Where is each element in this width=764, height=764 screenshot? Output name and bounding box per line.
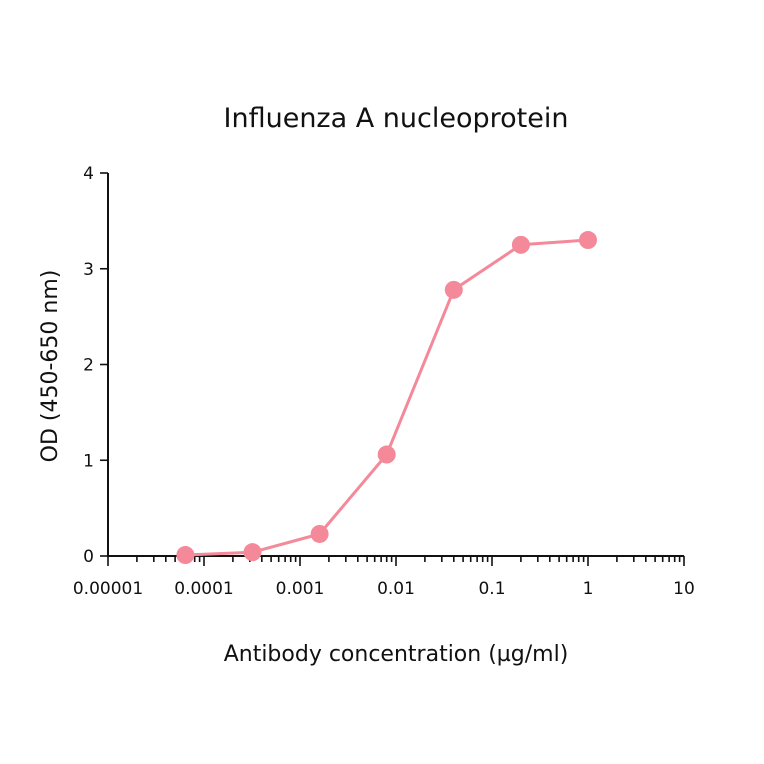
x-axis-label: Antibody concentration (µg/ml) bbox=[224, 642, 569, 667]
data-point bbox=[176, 546, 195, 565]
data-point bbox=[243, 543, 262, 562]
y-tick-label: 4 bbox=[83, 164, 94, 184]
x-tick-label: 0.001 bbox=[276, 579, 325, 599]
x-tick-label: 1 bbox=[583, 579, 594, 599]
data-point bbox=[444, 280, 463, 299]
data-point bbox=[579, 231, 597, 250]
data-point bbox=[511, 235, 530, 254]
data-point bbox=[310, 524, 329, 543]
plot-area bbox=[176, 231, 597, 565]
y-tick-label: 2 bbox=[83, 356, 94, 376]
data-point bbox=[377, 445, 396, 464]
chart-title: Influenza A nucleoprotein bbox=[224, 103, 569, 134]
x-tick-label: 0.00001 bbox=[73, 579, 143, 599]
series-line bbox=[185, 238, 589, 557]
x-tick-label: 0.0001 bbox=[174, 579, 233, 599]
y-tick-label: 0 bbox=[83, 547, 94, 567]
y-axis-label: OD (450-650 nm) bbox=[38, 270, 63, 463]
x-ticks: 0.00001 0.0001 0.001 0.01 0.1 1 10 bbox=[73, 556, 695, 599]
x-tick-label: 0.01 bbox=[377, 579, 415, 599]
y-ticks: 0 1 2 3 4 bbox=[83, 164, 108, 567]
x-tick-label: 10 bbox=[673, 579, 695, 599]
x-tick-label: 0.1 bbox=[478, 579, 505, 599]
axes bbox=[107, 173, 684, 557]
y-tick-label: 1 bbox=[83, 451, 94, 471]
y-tick-label: 3 bbox=[83, 260, 94, 280]
